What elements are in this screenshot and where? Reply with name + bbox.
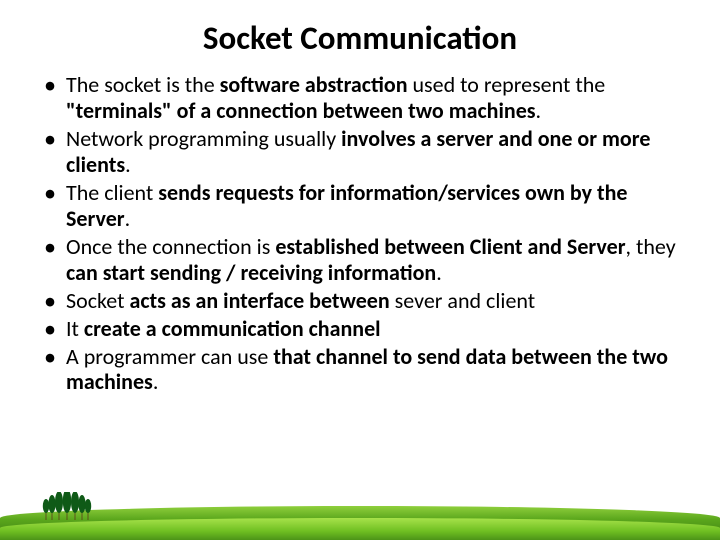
list-item: A programmer can use that channel to sen… bbox=[66, 344, 690, 396]
text-segment: Socket bbox=[66, 287, 129, 314]
text-segment: Network programming usually bbox=[66, 125, 341, 152]
bold-segment: can start sending / receiving informatio… bbox=[66, 259, 436, 286]
text-segment: The socket is the bbox=[66, 71, 220, 98]
bold-segment: create a communication channel bbox=[84, 315, 381, 342]
list-item: Socket acts as an interface between seve… bbox=[66, 288, 690, 314]
trees-icon bbox=[40, 492, 100, 522]
bold-segment: established between Client and Server bbox=[275, 233, 625, 260]
slide-title: Socket Communication bbox=[30, 18, 690, 58]
list-item: Once the connection is established betwe… bbox=[66, 234, 690, 286]
text-segment: used to represent the bbox=[408, 71, 606, 98]
footer-decoration bbox=[0, 480, 720, 540]
grass-front bbox=[0, 518, 720, 540]
text-segment: . bbox=[153, 368, 159, 395]
list-item: Network programming usually involves a s… bbox=[66, 126, 690, 178]
text-segment: sever and client bbox=[390, 287, 535, 314]
text-segment: , they bbox=[626, 233, 676, 260]
grass-back bbox=[0, 506, 720, 540]
text-segment: Once the connection is bbox=[66, 233, 275, 260]
list-item: The socket is the software abstraction u… bbox=[66, 72, 690, 124]
text-segment: . bbox=[436, 259, 442, 286]
text-segment: A programmer can use bbox=[66, 343, 273, 370]
bold-segment: software abstraction bbox=[220, 71, 408, 98]
text-segment: The client bbox=[66, 179, 158, 206]
bold-segment: "terminals" of a connection between two … bbox=[66, 97, 536, 124]
bold-segment: acts as an interface between bbox=[129, 287, 389, 314]
list-item: The client sends requests for informatio… bbox=[66, 180, 690, 232]
text-segment: . bbox=[536, 97, 542, 124]
text-segment: . bbox=[125, 151, 131, 178]
list-item: It create a communication channel bbox=[66, 316, 690, 342]
bullet-list: The socket is the software abstraction u… bbox=[30, 72, 690, 395]
text-segment: It bbox=[66, 315, 84, 342]
slide: Socket Communication The socket is the s… bbox=[0, 0, 720, 540]
text-segment: . bbox=[125, 205, 131, 232]
